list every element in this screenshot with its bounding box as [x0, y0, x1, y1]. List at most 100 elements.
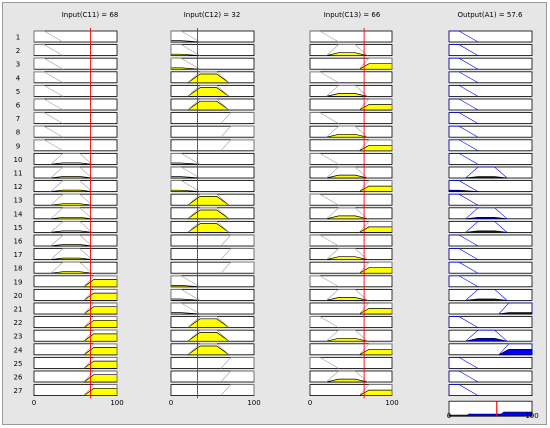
- rule-cell-c11: [33, 180, 118, 193]
- rule-cell-c12: [170, 139, 255, 152]
- mf-outline: [448, 275, 479, 288]
- mf-outline: [326, 125, 368, 138]
- rule-row-9[interactable]: 9: [16, 139, 533, 152]
- axis-min-c12: 0: [169, 399, 173, 407]
- mf-outline: [33, 30, 64, 43]
- output-mf-fill: [465, 337, 508, 342]
- mf-outline: [448, 370, 479, 383]
- mf-outline: [220, 384, 255, 396]
- rule-row-2[interactable]: 2: [16, 44, 533, 56]
- rule-row-15[interactable]: 15: [14, 220, 533, 233]
- mf-outline: [448, 30, 479, 43]
- mf-outline: [83, 289, 118, 301]
- rule-cell-a1: [448, 166, 533, 179]
- rule-row-10[interactable]: 10: [14, 152, 533, 165]
- rule-row-21[interactable]: 21: [14, 302, 533, 315]
- rule-cell-c11: [33, 220, 118, 233]
- rule-cell-c13: [309, 207, 393, 220]
- rule-cell-a1: [448, 329, 533, 342]
- rule-row-16[interactable]: 16: [14, 234, 533, 247]
- rule-cell-c12: [170, 207, 255, 220]
- mf-outline: [170, 275, 201, 288]
- rule-cell-c12: [170, 248, 255, 261]
- mf-outline: [326, 85, 368, 97]
- rule-number: 10: [14, 156, 23, 164]
- mf-outline: [326, 289, 368, 301]
- rule-cell-c11: [33, 356, 118, 369]
- input-index-lines[interactable]: [89, 28, 365, 399]
- mf-outline: [326, 44, 368, 56]
- rule-cell-c13: [309, 248, 393, 261]
- rule-cell-c11: [33, 98, 118, 111]
- mf-outline: [33, 125, 64, 138]
- rule-row-3[interactable]: 3: [16, 57, 533, 70]
- rule-row-12[interactable]: 12: [14, 180, 533, 193]
- mf-outline: [309, 112, 339, 124]
- rule-cell-c13: [309, 329, 393, 342]
- rule-number: 26: [14, 374, 23, 382]
- rule-cell-c11: [33, 234, 118, 247]
- rule-cell-c11: [33, 329, 118, 342]
- rule-cell-c13: [309, 384, 393, 397]
- mf-outline: [326, 207, 368, 220]
- rule-row-25[interactable]: 25: [14, 356, 533, 369]
- rule-row-1[interactable]: 1: [16, 30, 533, 43]
- rule-row-4[interactable]: 4: [16, 71, 533, 84]
- rule-row-11[interactable]: 11: [14, 166, 533, 179]
- rule-cell-a1: [448, 193, 533, 206]
- mf-outline: [498, 302, 533, 315]
- rule-row-5[interactable]: 5: [16, 85, 533, 97]
- rule-cell-a1: [448, 207, 533, 220]
- output-mf-fill: [465, 230, 508, 233]
- rule-row-6[interactable]: 6: [16, 98, 533, 111]
- rule-row-18[interactable]: 18: [14, 261, 533, 274]
- input-mf-fill: [326, 52, 368, 56]
- rule-row-7[interactable]: 7: [16, 112, 533, 124]
- rule-rows: 1234567891011121314151617181920212223242…: [14, 30, 533, 397]
- rule-row-20[interactable]: 20: [14, 288, 533, 301]
- mf-outline: [187, 316, 230, 328]
- input-mf-fill: [50, 162, 93, 165]
- rule-cell-a1: [448, 152, 533, 165]
- mf-outline: [33, 112, 64, 124]
- rule-row-19[interactable]: 19: [14, 275, 533, 288]
- rule-cell-c11: [33, 30, 118, 43]
- rule-number: 22: [14, 319, 23, 327]
- rule-number: 4: [16, 74, 21, 82]
- rule-row-22[interactable]: 22: [14, 316, 533, 329]
- mf-outline: [448, 125, 479, 138]
- mf-outline: [83, 329, 118, 342]
- input-mf-fill: [326, 215, 368, 220]
- mf-outline: [498, 343, 533, 356]
- rule-row-24[interactable]: 24: [14, 343, 533, 356]
- rule-cell-c13: [309, 85, 393, 97]
- rule-cell-c13: [309, 343, 393, 356]
- rule-cell-c13: [309, 220, 393, 233]
- mf-outline: [170, 289, 201, 301]
- rule-row-17[interactable]: 17: [14, 248, 533, 261]
- input-mf-fill: [326, 133, 368, 138]
- rule-row-13[interactable]: 13: [14, 193, 533, 206]
- rule-cell-c12: [170, 112, 255, 124]
- rule-row-26[interactable]: 26: [14, 370, 533, 383]
- rule-row-23[interactable]: 23: [14, 329, 533, 342]
- rule-row-14[interactable]: 14: [14, 207, 533, 220]
- mf-outline: [448, 98, 479, 111]
- rule-cell-c11: [33, 166, 118, 179]
- rule-number: 24: [14, 346, 23, 354]
- mf-outline: [448, 44, 479, 56]
- rule-cell-c13: [309, 234, 393, 247]
- rule-row-8[interactable]: 8: [16, 125, 533, 138]
- rule-cell-a1: [448, 139, 533, 152]
- mf-outline: [309, 316, 339, 328]
- mf-outline: [465, 221, 508, 233]
- mf-outline: [50, 153, 93, 165]
- mf-outline: [309, 234, 339, 247]
- mf-outline: [220, 261, 255, 274]
- rule-cell-c11: [33, 193, 118, 206]
- mf-outline: [309, 153, 339, 165]
- rule-cell-c11: [33, 302, 118, 315]
- rule-cell-c12: [170, 302, 255, 315]
- rule-row-27[interactable]: 27: [14, 384, 533, 397]
